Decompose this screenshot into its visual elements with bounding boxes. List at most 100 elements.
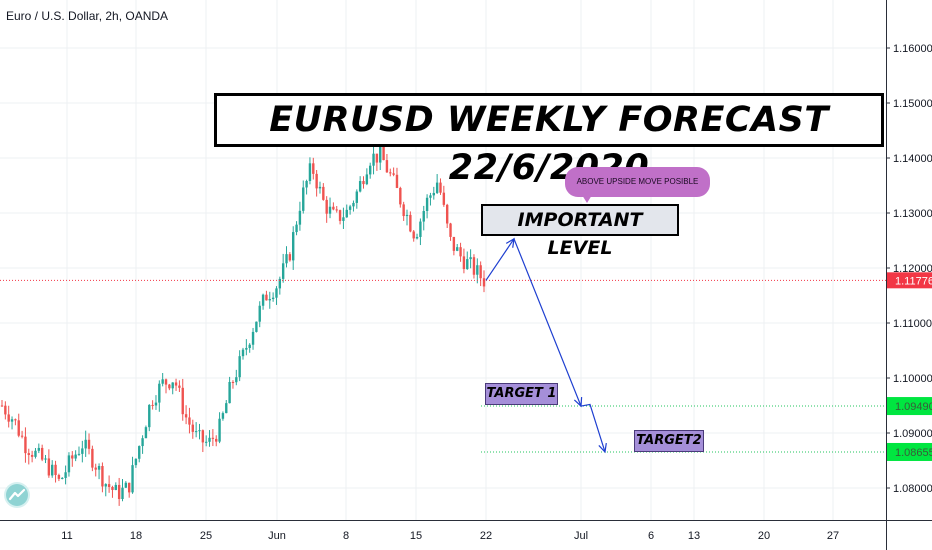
candle-body[interactable] — [445, 204, 449, 224]
candle-body[interactable] — [228, 381, 231, 404]
candle-body[interactable] — [221, 413, 225, 419]
candle-body[interactable] — [188, 417, 191, 425]
candle-body[interactable] — [71, 455, 74, 459]
candle-body[interactable] — [258, 305, 261, 322]
candle-body[interactable] — [0, 405, 4, 407]
candle-body[interactable] — [91, 448, 94, 468]
candle-body[interactable] — [379, 145, 382, 163]
candle-body[interactable] — [141, 438, 144, 447]
target-2-label[interactable]: TARGET2 — [634, 430, 704, 452]
candle-body[interactable] — [479, 265, 482, 279]
candle-body[interactable] — [37, 447, 41, 451]
candle-body[interactable] — [278, 278, 282, 289]
candle-body[interactable] — [111, 487, 114, 490]
candle-body[interactable] — [231, 381, 235, 383]
candle-body[interactable] — [425, 197, 429, 212]
candle-body[interactable] — [288, 254, 292, 261]
candle-body[interactable] — [342, 217, 345, 221]
candle-body[interactable] — [405, 214, 409, 217]
candle-body[interactable] — [318, 186, 322, 189]
candle-body[interactable] — [54, 464, 57, 476]
candle-body[interactable] — [285, 254, 288, 264]
candle-body[interactable] — [255, 321, 258, 332]
candle-body[interactable] — [271, 297, 275, 300]
candle-body[interactable] — [148, 404, 151, 428]
candle-body[interactable] — [161, 379, 164, 384]
candle-body[interactable] — [261, 294, 265, 306]
candle-body[interactable] — [215, 438, 218, 442]
candle-body[interactable] — [389, 172, 392, 174]
candle-body[interactable] — [134, 458, 138, 466]
candle-body[interactable] — [355, 191, 359, 203]
candle-body[interactable] — [466, 259, 469, 270]
candle-body[interactable] — [198, 430, 201, 432]
candle-body[interactable] — [449, 223, 452, 237]
candle-body[interactable] — [64, 472, 67, 478]
candle-body[interactable] — [476, 265, 479, 275]
candle-body[interactable] — [298, 210, 302, 225]
candle-body[interactable] — [248, 344, 251, 348]
candle-body[interactable] — [412, 231, 415, 239]
candle-body[interactable] — [97, 466, 101, 470]
candle-body[interactable] — [127, 482, 131, 493]
candle-body[interactable] — [415, 236, 419, 239]
candle-body[interactable] — [456, 247, 459, 251]
candle-body[interactable] — [292, 232, 295, 261]
candle-body[interactable] — [312, 163, 315, 174]
candle-body[interactable] — [174, 382, 178, 386]
candle-body[interactable] — [345, 209, 348, 218]
candle-body[interactable] — [395, 174, 399, 188]
candle-body[interactable] — [235, 377, 238, 383]
candle-body[interactable] — [144, 427, 148, 439]
projection-path[interactable] — [485, 237, 606, 453]
candle-body[interactable] — [295, 224, 298, 233]
candle-body[interactable] — [194, 431, 198, 433]
candle-body[interactable] — [24, 436, 27, 454]
candle-body[interactable] — [399, 187, 402, 205]
candle-body[interactable] — [164, 379, 168, 385]
important-level-label[interactable]: IMPORTANT LEVEL — [481, 204, 679, 259]
candle-body[interactable] — [225, 403, 228, 414]
candle-body[interactable] — [432, 192, 435, 196]
candle-body[interactable] — [181, 387, 184, 415]
candle-body[interactable] — [442, 192, 446, 205]
tradingview-logo-icon[interactable] — [6, 484, 28, 506]
candle-body[interactable] — [409, 214, 412, 232]
candle-body[interactable] — [402, 204, 405, 217]
candle-body[interactable] — [245, 347, 248, 350]
candle-body[interactable] — [358, 181, 362, 192]
candle-body[interactable] — [372, 153, 375, 166]
candle-body[interactable] — [362, 181, 365, 185]
candle-body[interactable] — [94, 467, 97, 470]
candle-body[interactable] — [375, 153, 379, 163]
candle-body[interactable] — [352, 202, 355, 207]
candle-body[interactable] — [107, 484, 111, 488]
candle-body[interactable] — [419, 221, 422, 237]
candle-body[interactable] — [124, 482, 128, 488]
target-1-label[interactable]: TARGET 1 — [485, 383, 558, 405]
candle-body[interactable] — [87, 439, 91, 449]
candle-body[interactable] — [482, 278, 486, 287]
candle-body[interactable] — [67, 455, 71, 473]
candle-body[interactable] — [114, 484, 118, 490]
candle-body[interactable] — [251, 331, 255, 345]
candle-body[interactable] — [61, 477, 64, 479]
candle-body[interactable] — [131, 465, 134, 493]
candle-body[interactable] — [84, 439, 87, 449]
candle-body[interactable] — [191, 424, 194, 432]
candle-body[interactable] — [281, 263, 285, 279]
candle-body[interactable] — [275, 288, 278, 298]
candle-body[interactable] — [204, 441, 208, 443]
candle-body[interactable] — [104, 484, 107, 487]
candle-body[interactable] — [452, 236, 456, 251]
candle-body[interactable] — [51, 464, 54, 476]
candle-body[interactable] — [392, 173, 395, 175]
candle-body[interactable] — [308, 163, 312, 181]
candle-body[interactable] — [305, 180, 308, 188]
candle-body[interactable] — [34, 450, 37, 457]
candle-body[interactable] — [241, 349, 245, 357]
candle-body[interactable] — [365, 174, 369, 185]
candle-body[interactable] — [429, 195, 432, 198]
candle-body[interactable] — [184, 414, 188, 418]
